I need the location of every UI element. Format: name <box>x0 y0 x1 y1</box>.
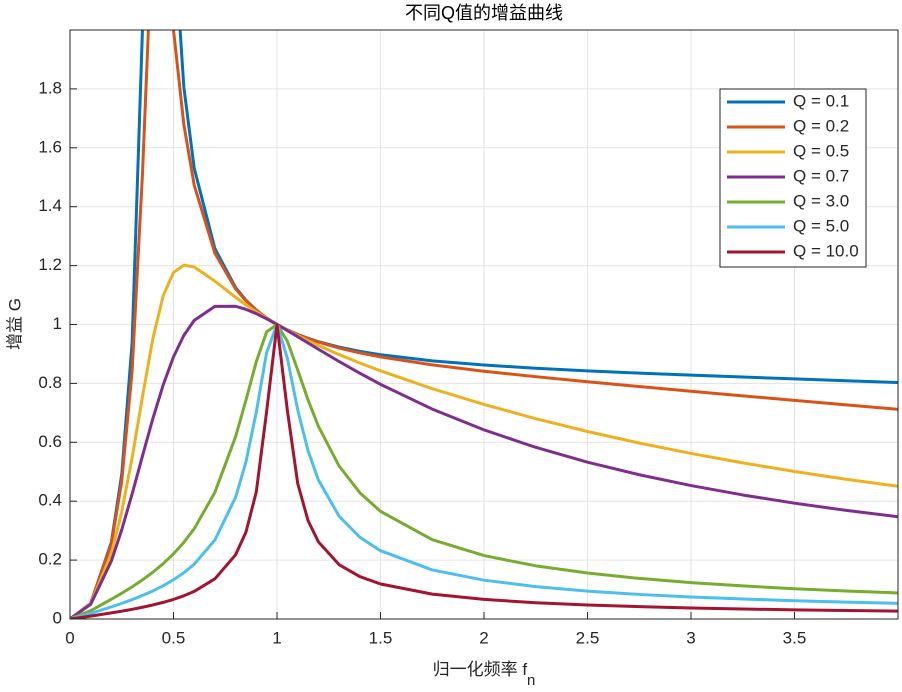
x-tick-label: 0 <box>65 628 74 647</box>
ticks: 0 0.5 1 1.5 2 2.5 3 3.5 0 0.2 0.4 0.6 0.8 1 1.2 1.4 1.6 1… <box>38 78 806 647</box>
x-tick-label: 2.5 <box>576 628 600 647</box>
legend-label: Q = 0.5 <box>793 141 849 160</box>
x-tick-label: 0.5 <box>162 628 186 647</box>
y-tick-label: 1.6 <box>38 137 62 156</box>
y-tick-label: 1.4 <box>38 196 62 215</box>
x-tick-label: 2 <box>479 628 488 647</box>
x-axis-label: 归一化频率 fn <box>433 660 536 688</box>
y-axis-label: 增益 G <box>5 298 24 350</box>
legend-label: Q = 3.0 <box>793 191 849 210</box>
y-tick-label: 0 <box>53 608 62 627</box>
x-tick-label: 3.5 <box>783 628 807 647</box>
y-tick-label: 0.4 <box>38 491 62 510</box>
legend-label: Q = 0.2 <box>793 116 849 135</box>
legend: Q = 0.1 Q = 0.2 Q = 0.5 Q = 0.7 Q = 3.0 Q = 5… <box>719 88 867 268</box>
legend-label: Q = 0.1 <box>793 91 849 110</box>
y-tick-label: 1 <box>53 314 62 333</box>
x-tick-label: 3 <box>686 628 695 647</box>
series-line <box>70 304 898 619</box>
y-tick-label: 1.8 <box>38 78 62 97</box>
legend-label: Q = 5.0 <box>793 216 849 235</box>
series-line <box>70 323 898 619</box>
y-tick-label: 0.2 <box>38 550 62 569</box>
x-axis-label-subscript: n <box>527 672 535 689</box>
series-line <box>70 323 898 619</box>
lines <box>70 30 898 619</box>
x-tick-label: 1 <box>272 628 281 647</box>
y-tick-label: 0.6 <box>38 432 62 451</box>
y-tick-label: 1.2 <box>38 255 62 274</box>
series-line <box>70 323 898 619</box>
x-tick-label: 1.5 <box>369 628 393 647</box>
legend-label: Q = 0.7 <box>793 166 849 185</box>
x-axis-label-main: 归一化频率 f <box>433 660 528 679</box>
y-tick-label: 0.8 <box>38 373 62 392</box>
chart-title: 不同Q值的增益曲线 <box>405 3 563 23</box>
legend-label: Q = 10.0 <box>793 241 859 260</box>
